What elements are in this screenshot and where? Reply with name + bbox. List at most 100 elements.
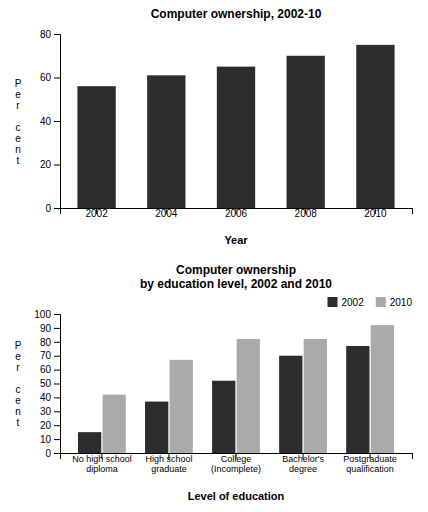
bar — [145, 402, 168, 453]
bars — [77, 45, 394, 208]
tick: 20 — [40, 159, 60, 170]
title: Computer ownershipby education level, 20… — [140, 263, 332, 291]
y-axis-title-char: P — [15, 340, 22, 351]
x-axis: 2002 2004 2006 2008 2010 — [61, 208, 413, 219]
tick-mark — [54, 384, 60, 385]
tick: 100 — [34, 309, 60, 320]
tick-label-line: High school — [145, 454, 192, 464]
tick-mark — [54, 439, 60, 440]
tick-label: 2002 — [85, 208, 108, 219]
axis-line — [54, 315, 61, 454]
legend-swatch — [328, 297, 338, 307]
legend-label: 2002 — [342, 297, 365, 308]
y-axis-title-char: e — [15, 351, 21, 362]
tick: 40 — [40, 116, 60, 127]
y-axis-title-char: e — [15, 395, 21, 406]
bar — [279, 356, 302, 453]
panel: Computer ownership, 2002-10 0 20 40 60 80 2002… — [15, 7, 413, 246]
tick: 2004 — [155, 208, 178, 219]
y-axis-title-char: e — [15, 133, 21, 144]
tick: 10 — [40, 434, 60, 445]
y-axis-title-char: e — [15, 89, 21, 100]
x-axis-title: Level of education — [188, 490, 285, 502]
title-line: Computer ownership — [176, 263, 296, 277]
tick-label-line: No high school — [72, 454, 132, 464]
tick-mark — [54, 370, 60, 371]
panel: Computer ownershipby education level, 20… — [15, 263, 413, 502]
legend-label: 2010 — [390, 297, 413, 308]
tick: 20 — [40, 420, 60, 431]
bar — [103, 395, 126, 453]
tick-mark — [54, 425, 60, 426]
tick-label: 60 — [40, 364, 52, 375]
tick: Bachelor'sdegree — [282, 453, 324, 474]
tick-label-line: (Incomplete) — [211, 464, 261, 474]
bar — [147, 75, 185, 208]
title-line: Computer ownership, 2002-10 — [151, 7, 322, 21]
bar — [77, 86, 115, 208]
tick-label: 20 — [40, 420, 52, 431]
tick-mark — [54, 328, 60, 329]
bar — [170, 360, 193, 453]
tick: 2002 — [85, 208, 108, 219]
tick-label: 0 — [45, 203, 51, 214]
legend: 2002 2010 — [328, 297, 413, 308]
tick-label-line: 2006 — [225, 208, 248, 219]
bars — [78, 325, 394, 453]
tick: 2006 — [225, 208, 248, 219]
tick-mark — [54, 397, 60, 398]
tick: No high schooldiploma — [72, 453, 132, 474]
tick: 40 — [40, 392, 60, 403]
tick-label: 2010 — [364, 208, 387, 219]
tick-label-line: 2002 — [85, 208, 108, 219]
tick: 60 — [40, 72, 60, 83]
bar — [237, 339, 260, 453]
y-axis-title-char: c — [16, 122, 21, 133]
y-axis-title: Percent — [15, 340, 22, 428]
bar — [287, 56, 325, 208]
tick-label-line: qualification — [346, 464, 394, 474]
tick-label: 50 — [40, 378, 52, 389]
tick-label: 0 — [45, 448, 51, 459]
tick-mark — [54, 411, 60, 412]
tick-mark — [54, 78, 60, 79]
bar — [217, 67, 255, 208]
y-axis-title-char: r — [16, 362, 20, 373]
x-axis-title: Year — [224, 234, 248, 246]
tick: 50 — [40, 378, 60, 389]
y-axis: 0 20 40 60 80 — [40, 29, 61, 214]
tick-label-line: diploma — [86, 464, 118, 474]
tick-mark — [54, 165, 60, 166]
chart-svg: Computer ownership, 2002-100204060802002… — [0, 0, 428, 512]
tick-label: 80 — [40, 29, 52, 40]
tick-label-line: graduate — [151, 464, 187, 474]
tick-label-line: 2010 — [364, 208, 387, 219]
y-axis-title-char: c — [16, 384, 21, 395]
tick-label-line: degree — [289, 464, 317, 474]
y-axis-title-char: n — [15, 144, 21, 155]
chart-container: Computer ownership, 2002-100204060802002… — [0, 0, 428, 512]
y-axis-title-char: n — [15, 406, 21, 417]
tick-mark — [54, 34, 60, 35]
tick-label: 2004 — [155, 208, 178, 219]
bar — [371, 325, 394, 453]
tick-label: No high schooldiploma — [72, 454, 132, 474]
tick-mark — [54, 208, 60, 209]
tick: 2010 — [364, 208, 387, 219]
tick-label: 10 — [40, 434, 52, 445]
tick-label-line: College — [221, 454, 252, 464]
y-axis: 0102030405060708090100 — [34, 309, 60, 459]
tick-label: 70 — [40, 350, 52, 361]
tick: High schoolgraduate — [145, 453, 192, 474]
tick-label: 2006 — [225, 208, 248, 219]
tick: 2008 — [295, 208, 318, 219]
tick: 30 — [40, 406, 60, 417]
tick-label: 60 — [40, 72, 52, 83]
tick-label: 30 — [40, 406, 52, 417]
tick-label: Postgraduatequalification — [343, 454, 397, 474]
y-axis-title-char: P — [15, 78, 22, 89]
tick-label-line: Bachelor's — [282, 454, 324, 464]
tick-label: College(Incomplete) — [211, 454, 261, 474]
tick: 90 — [40, 323, 60, 334]
tick-label: Bachelor'sdegree — [282, 454, 324, 474]
